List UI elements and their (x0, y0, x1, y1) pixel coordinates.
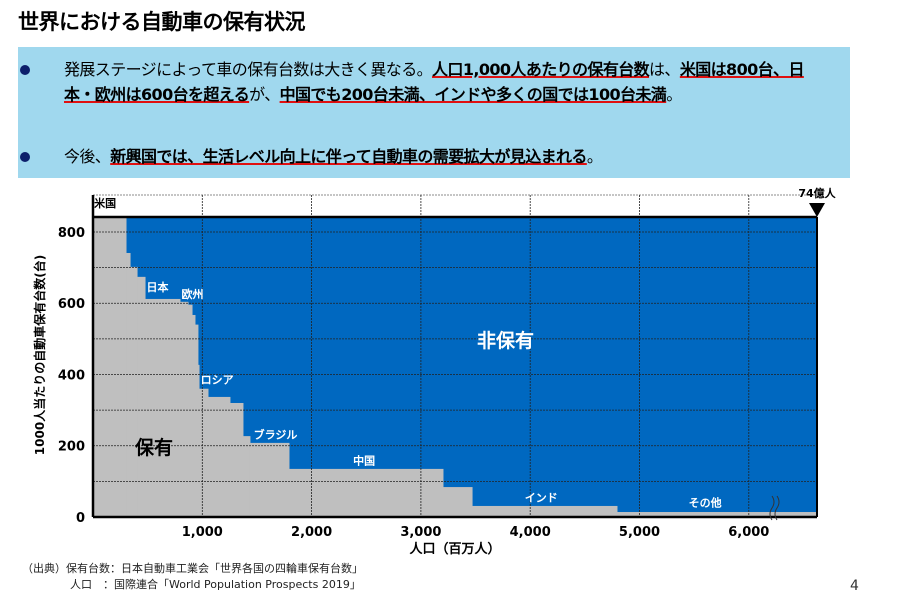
bullet-dot-icon (20, 152, 30, 162)
country-label: 米国 (93, 196, 116, 210)
bullet-segment: 今後、 (64, 147, 111, 166)
y-tick-label: 200 (58, 440, 85, 455)
x-tick-label: 1,000 (182, 525, 223, 540)
owned-step (249, 442, 290, 517)
page-title: 世界における自動車の保有状況 (18, 10, 306, 34)
source-line-2: 人口 ：国際連合「World Population Prospects 2019… (70, 578, 361, 591)
x-tick-label: 4,000 (510, 525, 551, 540)
owned-step (229, 402, 244, 517)
owned-step (207, 396, 231, 517)
country-label: 欧州 (182, 287, 204, 301)
bullet-text: 今後、新興国では、生活レベル向上に伴って自動車の需要拡大が見込まれる。 (64, 144, 810, 169)
country-label: ブラジル (254, 428, 298, 442)
axis-break-icon (769, 495, 780, 521)
bullet-segment: 。 (586, 147, 603, 166)
bullet-segment: 米国は800台、日本・欧州は600台を超える (64, 60, 804, 104)
bullet-segment: 中国でも200台未満、インドや多くの国では100台未満 (279, 85, 667, 104)
y-axis-label: 1000人当たりの自動車保有台数(台) (32, 255, 47, 455)
source-line-1: （出典）保有台数：日本自動車工業会「世界各国の四輪車保有台数」 (22, 562, 363, 575)
y-tick-label: 800 (58, 226, 85, 241)
owned-step (199, 388, 209, 517)
y-tick-label: 600 (58, 297, 85, 312)
bullet-1: 発展ステージによって車の保有台数は大きく異なる。人口1,000人あたりの保有台数… (20, 57, 810, 107)
bullet-segment: 。 (666, 85, 682, 104)
owned-step (145, 298, 181, 517)
not-owned-region-label: 非保有 (477, 329, 534, 352)
bullet-2: 今後、新興国では、生活レベル向上に伴って自動車の需要拡大が見込まれる。 (20, 144, 810, 169)
bullet-segment: が、 (249, 85, 280, 104)
country-label: 日本 (147, 280, 169, 294)
bullet-segment: 新興国では、生活レベル向上に伴って自動車の需要拡大が見込まれる (110, 147, 587, 166)
x-axis-label: 人口（百万人） (409, 541, 500, 557)
owned-step (616, 512, 818, 517)
owned-region-label: 保有 (134, 436, 173, 459)
bullet-text: 発展ステージによって車の保有台数は大きく異なる。人口1,000人あたりの保有台数… (64, 57, 810, 107)
owned-step (126, 252, 131, 517)
owned-step (187, 304, 193, 517)
owned-step (442, 487, 473, 517)
owned-step (93, 217, 127, 517)
bullet-segment: 人口1,000人あたりの保有台数 (432, 60, 650, 79)
total-marker-label: 74億人 (798, 186, 836, 200)
x-tick-label: 6,000 (728, 525, 769, 540)
x-tick-label: 2,000 (291, 525, 332, 540)
owned-step (194, 324, 199, 517)
bullet-segment: は、 (649, 60, 680, 79)
owned-step (197, 364, 200, 517)
x-tick-label: 3,000 (400, 525, 441, 540)
y-tick-label: 400 (58, 368, 85, 383)
country-label: その他 (689, 495, 722, 509)
bullet-dot-icon (20, 65, 30, 75)
owned-step (130, 266, 138, 517)
country-label: ロシア (201, 373, 234, 386)
x-tick-label: 5,000 (619, 525, 660, 540)
owned-step (180, 301, 189, 517)
summary-box (18, 47, 850, 178)
owned-step (192, 314, 196, 517)
owned-step (242, 436, 251, 517)
y-tick-label: 0 (76, 511, 85, 526)
owned-step (137, 276, 146, 517)
bullet-segment: 発展ステージによって車の保有台数は大きく異なる。 (64, 60, 433, 79)
country-label: インド (525, 491, 558, 504)
total-marker-triangle-icon (809, 203, 825, 217)
country-label: 中国 (353, 453, 375, 467)
page-number: 4 (850, 578, 859, 594)
owned-step (288, 468, 444, 517)
owned-step (472, 505, 618, 517)
